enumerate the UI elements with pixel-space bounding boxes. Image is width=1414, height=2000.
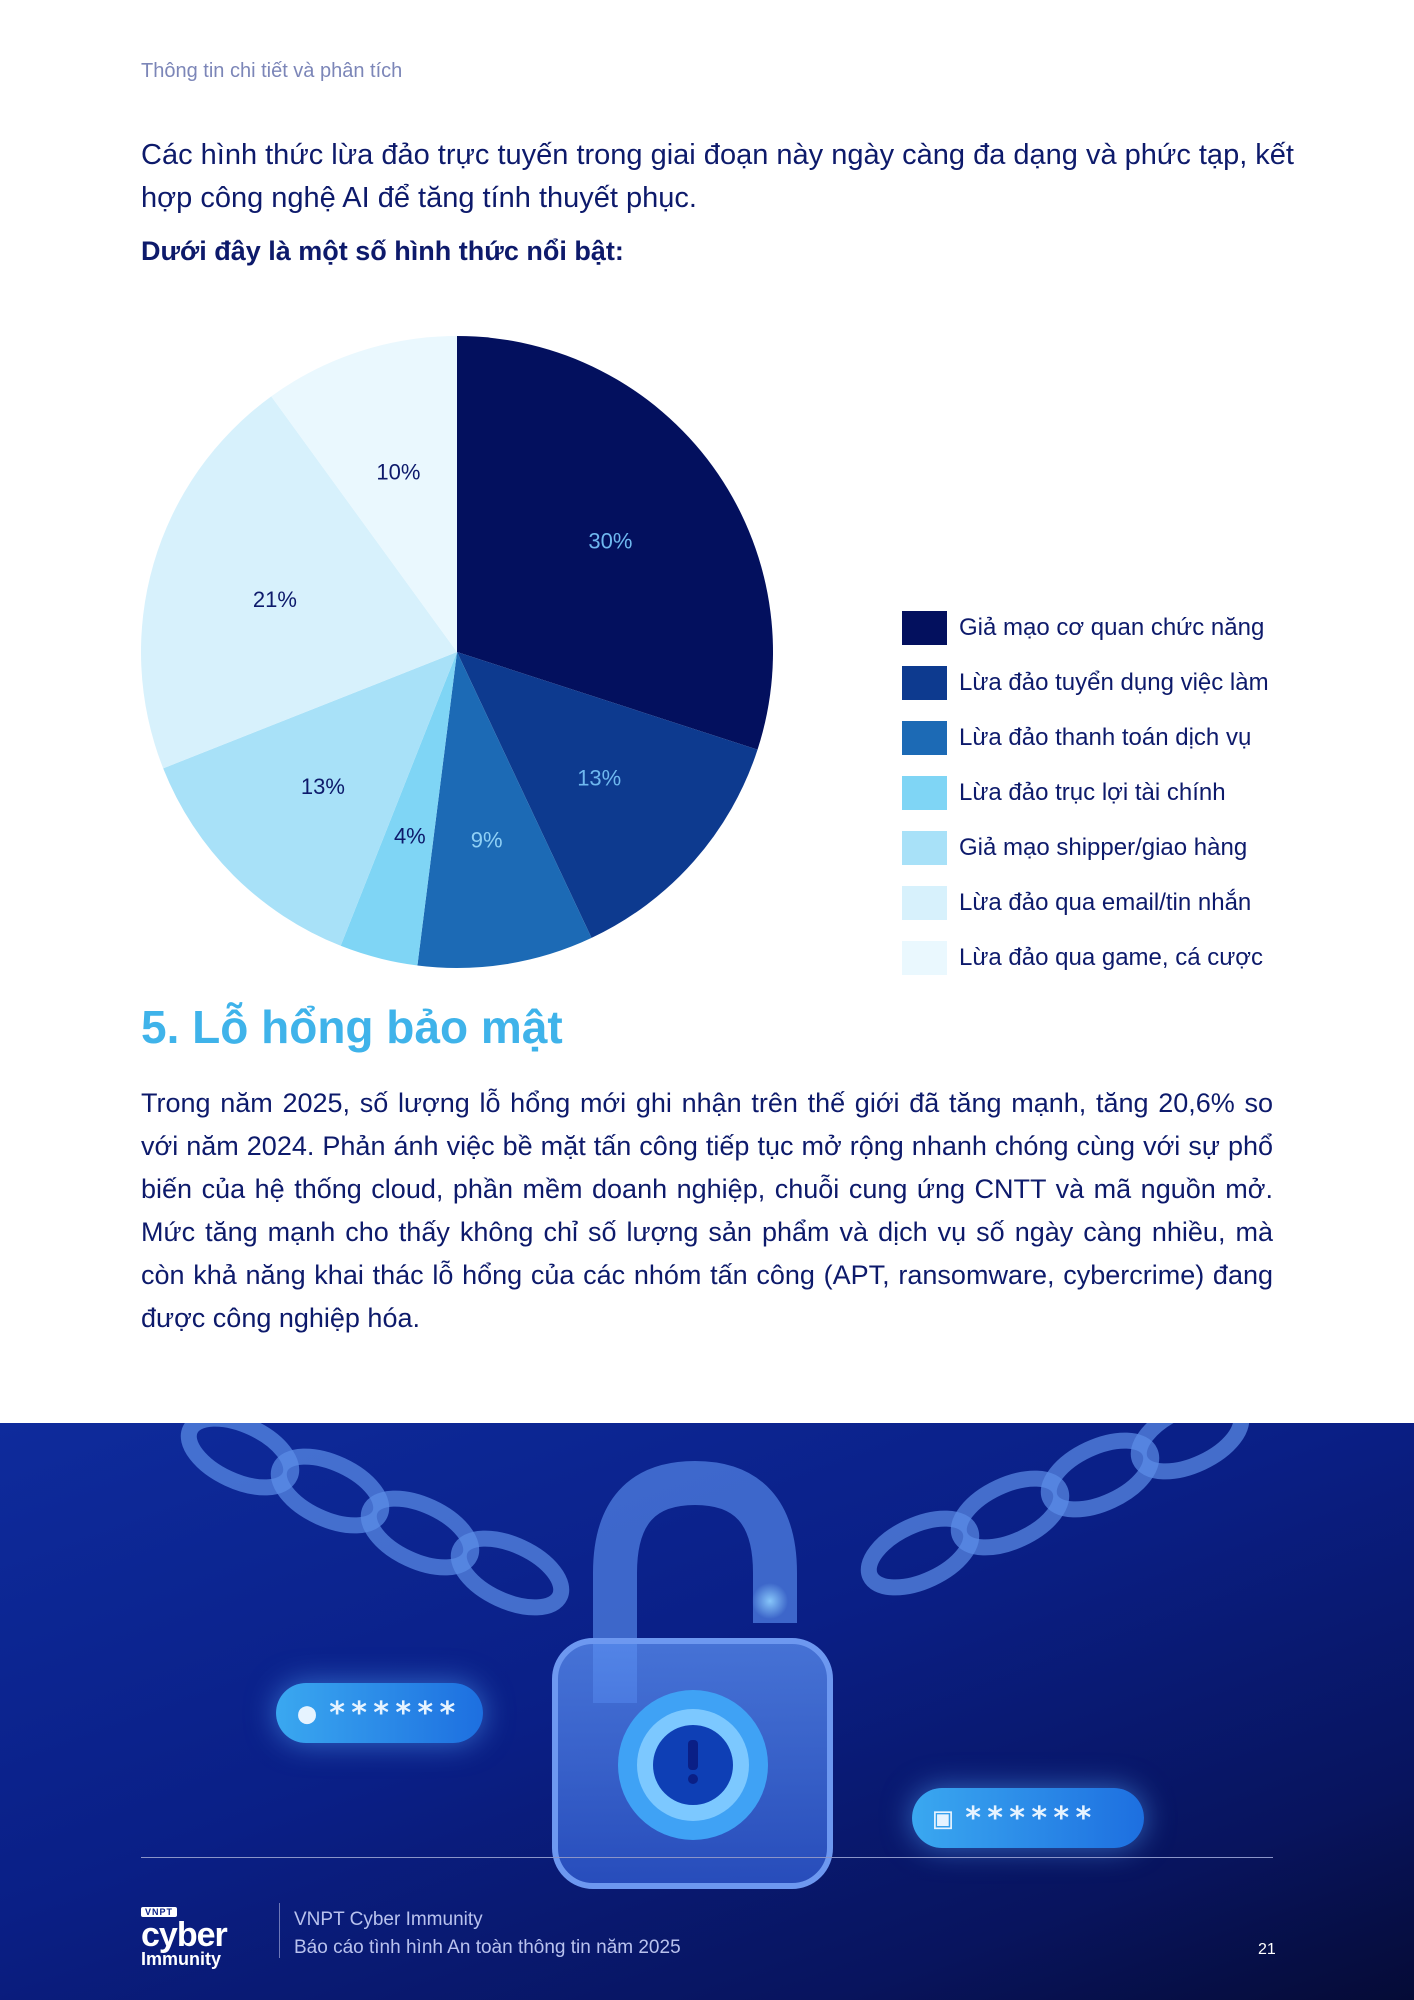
pie-chart: 30% 13% 9% 4% 13% 21% 10% bbox=[140, 336, 774, 969]
username-field: ● ****** bbox=[276, 1683, 483, 1743]
legend-label: Lừa đảo qua email/tin nhắn bbox=[959, 888, 1252, 916]
user-icon: ● bbox=[298, 1695, 321, 1731]
legend-swatch bbox=[902, 775, 947, 810]
pie-data-label-5: 21% bbox=[253, 587, 297, 612]
legend-swatch bbox=[902, 940, 947, 975]
pie-slice-2 bbox=[417, 652, 592, 969]
pie-slice-1 bbox=[457, 652, 758, 938]
running-header: Thông tin chi tiết và phân tích bbox=[141, 60, 403, 82]
legend-label: Lừa đảo tuyển dụng việc làm bbox=[959, 668, 1269, 696]
legend-label: Giả mạo shipper/giao hàng bbox=[959, 833, 1248, 861]
pie-data-label-4: 13% bbox=[301, 774, 345, 799]
pie-data-label-0: 30% bbox=[588, 529, 632, 554]
legend-swatch bbox=[902, 665, 947, 700]
password-mask: ****** bbox=[964, 1800, 1097, 1836]
padlock-icon bbox=[552, 1460, 833, 1889]
legend-swatch bbox=[902, 720, 947, 755]
lock-icon: ▣ bbox=[934, 1800, 957, 1836]
footer-org: VNPT Cyber Immunity bbox=[294, 1909, 483, 1930]
legend-swatch bbox=[902, 830, 947, 865]
chain-icon bbox=[180, 1423, 1250, 1616]
footer-logo: VNPT cyber Immunity bbox=[141, 1902, 228, 1969]
legend-item-0: Giả mạo cơ quan chức năng bbox=[902, 600, 1382, 655]
pie-slice-6 bbox=[271, 336, 457, 652]
legend-item-1: Lừa đảo tuyển dụng việc làm bbox=[902, 655, 1382, 710]
legend-swatch bbox=[902, 885, 947, 920]
legend-label: Lừa đảo thanh toán dịch vụ bbox=[959, 723, 1252, 751]
intro-lead: Dưới đây là một số hình thức nổi bật: bbox=[141, 236, 624, 266]
section-body: Trong năm 2025, số lượng lỗ hổng mới ghi… bbox=[141, 1088, 1273, 1333]
footer-report-title: Báo cáo tình hình An toàn thông tin năm … bbox=[294, 1937, 681, 1958]
legend-item-4: Giả mạo shipper/giao hàng bbox=[902, 820, 1382, 875]
pie-data-label-6: 10% bbox=[376, 460, 420, 485]
legend-label: Giả mạo cơ quan chức năng bbox=[959, 613, 1265, 641]
legend-swatch bbox=[902, 610, 947, 645]
logo-word-immunity: Immunity bbox=[141, 1949, 222, 1969]
intro-paragraph: Các hình thức lừa đảo trực tuyến trong g… bbox=[141, 139, 1294, 214]
pie-data-label-3: 4% bbox=[394, 824, 426, 849]
chart-legend: Giả mạo cơ quan chức năng Lừa đảo tuyển d… bbox=[902, 600, 1382, 985]
logo-tag: VNPT bbox=[141, 1907, 178, 1917]
legend-item-2: Lừa đảo thanh toán dịch vụ bbox=[902, 710, 1382, 765]
legend-item-5: Lừa đảo qua email/tin nhắn bbox=[902, 875, 1382, 930]
footer-text: VNPT Cyber Immunity Báo cáo tình hình An… bbox=[294, 1906, 681, 1962]
security-banner: ● ****** ▣ ****** bbox=[0, 1423, 1414, 2000]
username-mask: ****** bbox=[328, 1695, 461, 1731]
legend-label: Lừa đảo qua game, cá cược bbox=[959, 943, 1264, 971]
pie-slice-0 bbox=[457, 336, 774, 750]
pie-slice-5 bbox=[140, 396, 457, 769]
logo-word-cyber: cyber bbox=[141, 1916, 228, 1954]
legend-item-6: Lừa đảo qua game, cá cược bbox=[902, 930, 1382, 985]
pie-data-label-1: 13% bbox=[577, 765, 621, 790]
pie-data-label-2: 9% bbox=[471, 827, 503, 852]
legend-item-3: Lừa đảo trục lợi tài chính bbox=[902, 765, 1382, 820]
pie-slice-3 bbox=[340, 652, 457, 966]
section-title: 5. Lỗ hổng bảo mật bbox=[141, 1001, 563, 1053]
banner-illustration bbox=[180, 1423, 1250, 1889]
footer-divider bbox=[279, 1903, 280, 1958]
legend-label: Lừa đảo trục lợi tài chính bbox=[959, 778, 1226, 806]
page-number: 21 bbox=[1258, 1941, 1276, 1958]
footer-rule bbox=[141, 1857, 1273, 1858]
exclamation-icon bbox=[688, 1740, 698, 1784]
password-field: ▣ ****** bbox=[912, 1788, 1144, 1848]
pie-slice-4 bbox=[163, 652, 458, 946]
